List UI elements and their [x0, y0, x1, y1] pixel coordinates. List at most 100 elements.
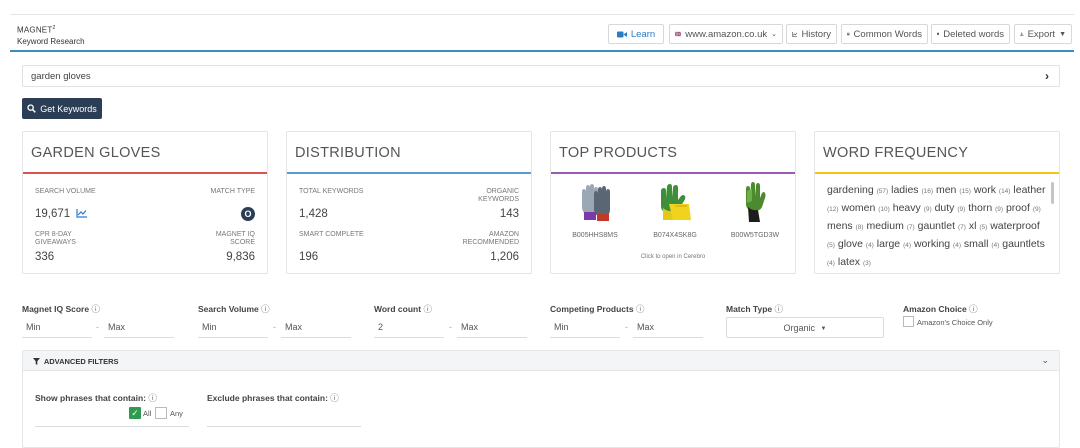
- iq-min-input[interactable]: Min: [22, 317, 92, 338]
- word-frequency-count: (15): [959, 188, 971, 195]
- filter-label-iq: Magnet IQ Score ⓘ: [22, 304, 100, 314]
- word-frequency-word[interactable]: xl: [968, 220, 977, 232]
- word-frequency-word[interactable]: women: [841, 202, 876, 214]
- cerebro-hint[interactable]: Click to open in Cerebro: [640, 254, 706, 260]
- volume-min-input[interactable]: Min: [198, 317, 268, 338]
- competing-max-input[interactable]: Max: [633, 317, 703, 338]
- exclude-phrases-input[interactable]: [207, 426, 361, 427]
- word-frequency-count: (10): [878, 206, 890, 213]
- chart-line-icon: [792, 31, 798, 37]
- amazon-choice-label: Amazon's Choice Only: [917, 318, 993, 327]
- total-keywords-value: 1,428: [299, 208, 328, 220]
- word-frequency-word[interactable]: glove: [837, 238, 863, 250]
- word-frequency-count: (4): [865, 242, 874, 249]
- search-volume-label: SEARCH VOLUME: [35, 188, 96, 195]
- export-button[interactable]: Export ▼: [1014, 24, 1072, 44]
- word-frequency-word[interactable]: working: [913, 238, 951, 250]
- product-asin: B00W5TGD3W: [730, 232, 780, 239]
- cpr-label: CPR 8-DAY GIVEAWAYS: [35, 231, 76, 246]
- product-item[interactable]: B005HHS8MS: [565, 178, 625, 239]
- word-frequency-word[interactable]: gauntlet: [917, 220, 956, 232]
- product-item[interactable]: B00W5TGD3W: [725, 178, 785, 239]
- word-frequency-word[interactable]: latex: [837, 256, 861, 268]
- word-frequency-word[interactable]: mens: [827, 220, 853, 232]
- chart-line-icon[interactable]: [76, 209, 88, 218]
- word-frequency-word[interactable]: ladies: [891, 184, 919, 196]
- top-gap: [0, 0, 1080, 14]
- word-frequency-word[interactable]: gauntlets: [1002, 238, 1045, 250]
- bookmark-icon: [937, 32, 940, 36]
- card-title: WORD FREQUENCY: [823, 145, 969, 161]
- scrollbar[interactable]: [1051, 182, 1054, 204]
- filter-label-choice: Amazon Choice ⓘ: [903, 304, 978, 314]
- help-icon[interactable]: ⓘ: [91, 304, 100, 314]
- help-icon[interactable]: ⓘ: [261, 304, 270, 314]
- iq-max-input[interactable]: Max: [104, 317, 174, 338]
- filter-label-wordcount: Word count ⓘ: [374, 304, 432, 314]
- card-title: GARDEN GLOVES: [31, 145, 161, 161]
- word-frequency-word[interactable]: leather: [1013, 184, 1046, 196]
- iq-score-label: MAGNET IQ SCORE: [215, 231, 255, 246]
- help-icon[interactable]: ⓘ: [969, 304, 978, 314]
- common-words-label: Common Words: [853, 28, 922, 40]
- book-icon: [847, 32, 850, 36]
- common-words-button[interactable]: Common Words: [841, 24, 928, 44]
- match-type-select[interactable]: Organic ▼: [726, 317, 884, 338]
- get-keywords-button[interactable]: Get Keywords: [22, 98, 102, 119]
- show-phrases-input[interactable]: [35, 426, 189, 427]
- word-frequency-word[interactable]: large: [876, 238, 901, 250]
- product-item[interactable]: B074X4SK8G: [645, 178, 705, 239]
- help-icon[interactable]: ⓘ: [774, 304, 784, 314]
- help-icon[interactable]: ⓘ: [330, 393, 339, 403]
- advanced-filters-toggle[interactable]: ADVANCED FILTERS ⌄: [23, 351, 1059, 371]
- amazon-recommended-label: AMAZON RECOMMENDED: [462, 231, 519, 246]
- brand: MAGNET2 Keyword Research: [17, 23, 85, 47]
- volume-max-input[interactable]: Max: [281, 317, 351, 338]
- word-frequency-count: (9): [957, 206, 966, 213]
- help-icon[interactable]: ⓘ: [635, 304, 645, 314]
- word-frequency-count: (9): [995, 206, 1004, 213]
- history-button[interactable]: History: [786, 24, 837, 44]
- amazon-recommended-value: 1,206: [490, 251, 519, 263]
- card-accent-line: [815, 172, 1059, 174]
- marketplace-select[interactable]: www.amazon.co.uk ⌄: [669, 24, 783, 44]
- card-title: DISTRIBUTION: [295, 145, 401, 161]
- word-frequency-word[interactable]: proof: [1005, 202, 1030, 214]
- all-label: All: [143, 409, 152, 418]
- amazon-choice-checkbox[interactable]: [903, 316, 914, 327]
- all-checkbox[interactable]: ✓: [129, 407, 141, 419]
- advanced-filters-panel: ADVANCED FILTERS ⌄ Show phrases that con…: [22, 350, 1060, 448]
- iq-score-value: 9,836: [226, 251, 255, 263]
- help-icon[interactable]: ⓘ: [423, 304, 432, 314]
- competing-min-input[interactable]: Min: [550, 317, 620, 338]
- learn-button[interactable]: Learn: [608, 24, 664, 44]
- show-phrases-label: Show phrases that contain: ⓘ: [35, 393, 157, 403]
- word-frequency-word[interactable]: heavy: [892, 202, 921, 214]
- wordcount-min-input[interactable]: 2: [374, 317, 444, 338]
- filter-label-competing: Competing Products ⓘ: [550, 304, 645, 314]
- word-frequency-word[interactable]: medium: [866, 220, 904, 232]
- product-image-glove-green: [645, 178, 705, 226]
- word-frequency-word[interactable]: men: [935, 184, 957, 196]
- card-title: TOP PRODUCTS: [559, 145, 678, 161]
- word-frequency-word[interactable]: small: [963, 238, 989, 250]
- word-frequency-word[interactable]: thorn: [968, 202, 993, 214]
- wordcount-max-input[interactable]: Max: [457, 317, 527, 338]
- keyword-search-input[interactable]: garden gloves ›: [22, 65, 1060, 87]
- word-frequency-count: (4): [991, 242, 1000, 249]
- help-icon[interactable]: ⓘ: [148, 393, 157, 403]
- chevron-down-icon[interactable]: ⌄: [1041, 355, 1049, 365]
- word-frequency-list: gardening (57) ladies (16) men (15) work…: [827, 182, 1049, 272]
- word-frequency-word[interactable]: waterproof: [990, 220, 1040, 232]
- word-frequency-count: (4): [953, 242, 961, 249]
- any-checkbox[interactable]: [155, 407, 167, 419]
- word-frequency-word[interactable]: duty: [934, 202, 955, 214]
- learn-label: Learn: [630, 28, 656, 40]
- search-query: garden gloves: [31, 71, 91, 82]
- search-volume-number: 19,671: [35, 208, 71, 220]
- word-frequency-word[interactable]: work: [973, 184, 996, 196]
- deleted-words-button[interactable]: Deleted words: [931, 24, 1010, 44]
- range-dash: -: [273, 322, 276, 332]
- word-frequency-word[interactable]: gardening: [827, 184, 874, 196]
- chevron-right-icon[interactable]: ›: [1045, 69, 1049, 83]
